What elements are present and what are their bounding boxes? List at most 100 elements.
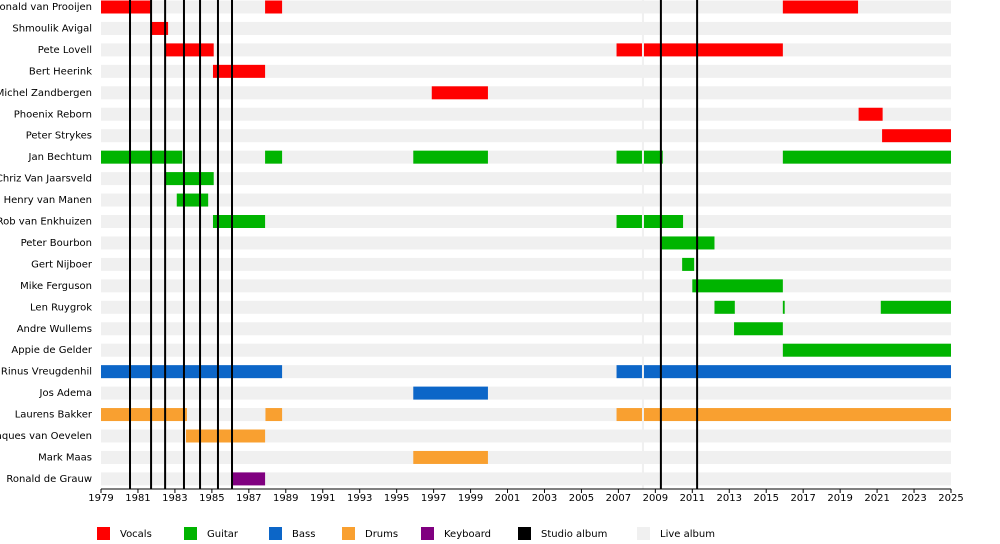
member-bar [176, 193, 209, 207]
x-tick-label: 2007 [606, 493, 631, 504]
member-bar [165, 172, 214, 186]
row-band [101, 343, 951, 357]
member-bar [265, 0, 283, 14]
legend-swatch [184, 527, 197, 540]
x-tick-label: 2025 [938, 493, 963, 504]
member-label: Shmoulik Avigal [12, 23, 92, 34]
member-bar [882, 129, 951, 143]
member-label: Pete Lovell [38, 45, 92, 56]
member-bar [212, 215, 266, 228]
row-band [101, 150, 951, 164]
member-label: Ronald van Prooijen [0, 2, 92, 13]
member-label: Andre Wullems [17, 324, 92, 335]
member-bar [212, 64, 266, 78]
member-label: Bert Heerink [29, 66, 92, 77]
member-bar [413, 450, 488, 464]
row-band [101, 450, 951, 464]
x-tick-label: 2003 [532, 493, 557, 504]
member-label: Jos Adema [39, 388, 93, 399]
x-tick-label: 1985 [199, 493, 224, 504]
x-tick-label: 2019 [827, 493, 852, 504]
member-label: Rinus Vreugdenhil [1, 367, 92, 378]
member-label: Phoenix Reborn [14, 109, 92, 120]
row-band [101, 21, 951, 35]
member-label: Peter Bourbon [21, 238, 92, 249]
member-bar [714, 300, 735, 314]
row-band [101, 236, 951, 250]
member-bar [232, 472, 266, 486]
legend-swatch [269, 527, 282, 540]
member-bar [782, 300, 785, 314]
member-bar [880, 300, 951, 314]
legend-label: Vocals [120, 529, 152, 540]
member-bar [101, 365, 283, 379]
member-bar [782, 0, 859, 14]
member-bar [431, 86, 488, 100]
row-band [101, 172, 951, 186]
x-tick-label: 2023 [901, 493, 926, 504]
member-bar [265, 150, 283, 164]
member-label: Rob van Enkhuizen [0, 217, 92, 228]
row-band [101, 257, 951, 271]
x-tick-label: 2017 [790, 493, 815, 504]
member-label: Chriz Van Jaarsveld [0, 174, 92, 185]
legend-label: Bass [292, 529, 315, 540]
member-bar [265, 408, 283, 422]
legend-label: Studio album [541, 529, 607, 540]
member-bar [660, 236, 715, 250]
legend-swatch [342, 527, 355, 540]
x-tick-label: 2021 [864, 493, 889, 504]
member-label: Jan Bechtum [28, 152, 92, 163]
member-bar [616, 408, 951, 422]
legend-label: Keyboard [444, 529, 491, 540]
row-band [101, 429, 951, 443]
member-bar [616, 150, 663, 164]
x-tick-label: 1979 [88, 493, 113, 504]
member-bar [152, 21, 169, 35]
x-tick-label: 1997 [421, 493, 446, 504]
x-tick-label: 1981 [125, 493, 150, 504]
x-tick-label: 2009 [643, 493, 668, 504]
legend-swatch [421, 527, 434, 540]
row-band [101, 43, 951, 57]
member-bar [616, 43, 783, 57]
member-label: Gert Nijboer [31, 259, 93, 270]
member-bar [734, 322, 783, 336]
member-label: Appie de Gelder [11, 345, 93, 356]
row-band [101, 193, 951, 207]
x-tick-label: 1991 [310, 493, 335, 504]
member-bar [165, 43, 214, 57]
member-bar [858, 107, 883, 121]
legend-swatch [637, 527, 650, 540]
member-label: Mike Ferguson [20, 281, 92, 292]
member-bar [101, 0, 152, 14]
member-label: Laurens Bakker [15, 410, 93, 421]
legend-swatch [97, 527, 110, 540]
x-tick-label: 1999 [458, 493, 483, 504]
x-tick-label: 1987 [236, 493, 261, 504]
member-bar [616, 365, 951, 379]
member-label: Jaques van Oevelen [0, 431, 92, 442]
x-tick-label: 1995 [384, 493, 409, 504]
member-bar [782, 150, 951, 164]
member-bar [101, 408, 187, 422]
member-label: Michel Zandbergen [0, 88, 92, 99]
x-tick-label: 1983 [162, 493, 187, 504]
member-label: Len Ruygrok [30, 302, 92, 313]
legend-label: Drums [365, 529, 398, 540]
row-band [101, 0, 951, 14]
row-band [101, 215, 951, 228]
member-bar [101, 150, 183, 164]
x-tick-label: 2015 [753, 493, 778, 504]
row-band [101, 386, 951, 400]
member-bar [186, 429, 266, 443]
row-band [101, 107, 951, 121]
x-tick-label: 1993 [347, 493, 372, 504]
member-label: Peter Strykes [26, 131, 92, 142]
legend-swatch [518, 527, 531, 540]
member-bar [692, 279, 783, 293]
x-tick-label: 2001 [495, 493, 520, 504]
x-tick-label: 2005 [569, 493, 594, 504]
member-bar [616, 215, 684, 228]
